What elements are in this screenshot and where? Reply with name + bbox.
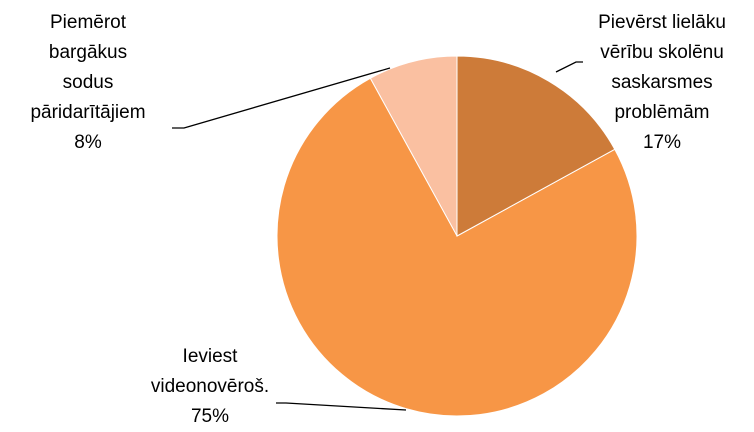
slice-label: Ieviest videonovēroš. 75% xyxy=(151,342,269,432)
value-label: 75% xyxy=(190,406,230,427)
pie-slice xyxy=(456,55,616,237)
leader-line xyxy=(172,67,391,129)
pie-slice xyxy=(369,55,458,237)
pie-slice xyxy=(276,77,638,417)
category-label: Pievērst lielāku vērību skolēnu saskarsm… xyxy=(598,12,726,123)
category-label: Piemērot bargākus sodus pāridarītājiem xyxy=(30,12,146,123)
value-label: 8% xyxy=(74,132,102,153)
category-label: Ieviest videonovēroš. xyxy=(150,346,270,397)
leader-line xyxy=(276,402,407,411)
slice-label: Piemērot bargākus sodus pāridarītājiem 8% xyxy=(30,8,145,158)
value-label: 17% xyxy=(642,132,682,153)
slice-label: Pievērst lielāku vērību skolēnu saskarsm… xyxy=(573,8,751,158)
leader-line xyxy=(555,61,583,73)
